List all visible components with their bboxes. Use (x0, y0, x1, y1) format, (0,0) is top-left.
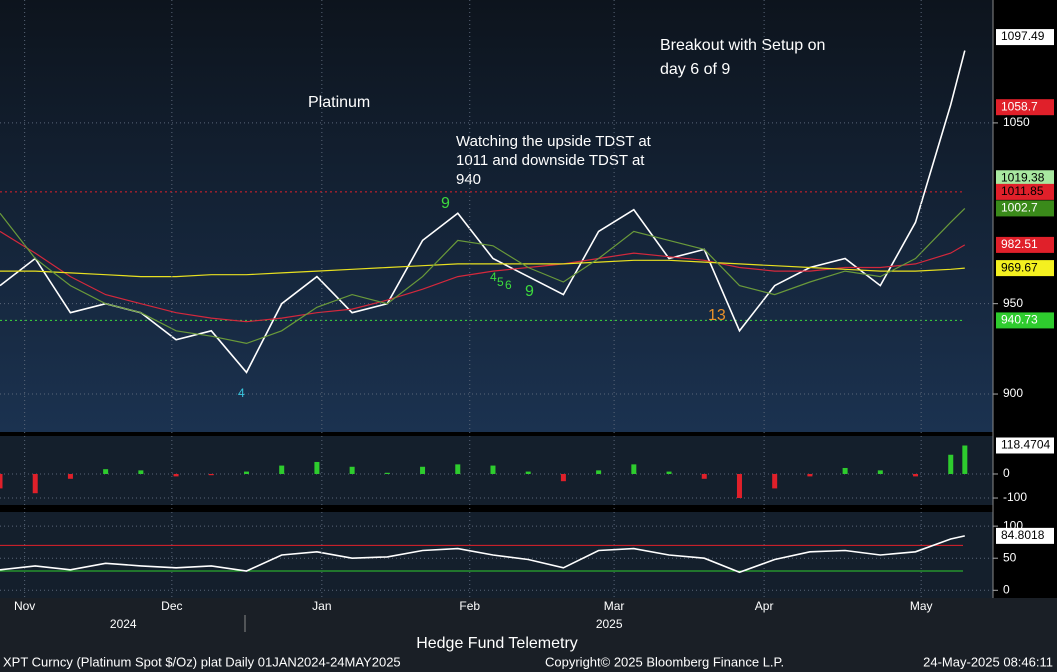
footer-copyright: Copyright© 2025 Bloomberg Finance L.P. (545, 654, 784, 669)
annotation: 940 (456, 171, 481, 188)
histogram-bar (948, 454, 954, 474)
histogram-bar (877, 470, 883, 474)
annotation: Watching the upside TDST at (456, 133, 652, 150)
price-label-box (996, 236, 1054, 253)
year-label: 2025 (596, 617, 623, 631)
y-tick-label: 50 (1003, 550, 1017, 564)
price-label: 940.73 (1001, 313, 1038, 327)
histogram-bar (208, 473, 214, 476)
histogram-bar (490, 465, 496, 474)
price-label: 1002.7 (1001, 201, 1038, 215)
price-label: 1058.7 (1001, 99, 1038, 113)
histogram-bar (596, 470, 602, 474)
series-line (0, 230, 966, 323)
histogram-bar (243, 471, 249, 474)
histogram-bar (314, 461, 320, 474)
x-tick-label: Mar (604, 599, 625, 613)
series-line (0, 535, 965, 574)
price-label-box (996, 29, 1054, 46)
td-count: 4 (238, 386, 245, 400)
main-panel (0, 0, 993, 432)
x-tick-label: May (910, 599, 933, 613)
price-label: 1011.85 (1001, 184, 1044, 198)
annotation: Breakout with Setup on (660, 37, 825, 54)
histogram-bar (173, 473, 179, 477)
current-label-box (996, 527, 1054, 544)
price-label: 1097.49 (1001, 29, 1045, 43)
price-label-box (996, 183, 1054, 200)
histogram-bar (666, 471, 672, 474)
td-count: 4 (490, 270, 497, 284)
histogram-bar (736, 473, 742, 499)
price-label-box (996, 99, 1054, 116)
footer-timestamp: 24-May-2025 08:46:11 (923, 654, 1053, 669)
footer-center: Hedge Fund Telemetry (416, 635, 578, 652)
histogram-bar (560, 473, 566, 482)
histogram-bar (962, 445, 968, 474)
histogram-bar (807, 473, 813, 477)
td-count: 9 (441, 195, 450, 212)
histogram-bar (631, 464, 637, 474)
histogram-bar (0, 473, 3, 489)
price-label-box (996, 312, 1054, 329)
y-tick-label: 1050 (1003, 115, 1030, 129)
price-label: 982.51 (1001, 237, 1038, 251)
year-label: 2024 (110, 617, 137, 631)
current-label: 118.4704 (1001, 438, 1050, 452)
histogram-bar (525, 471, 531, 474)
histogram-bar (913, 473, 919, 477)
histogram-bar (772, 473, 778, 489)
footer-source: XPT Curncy (Platinum Spot $/Oz) plat Dai… (3, 654, 401, 669)
histogram-bar (67, 473, 73, 479)
histogram-bar (32, 473, 38, 494)
x-tick-label: Jan (312, 599, 331, 613)
x-tick-label: Feb (459, 599, 480, 613)
td-count: 6 (505, 278, 512, 292)
price-label-box (996, 200, 1054, 217)
histogram-bar (842, 467, 848, 474)
x-tick-label: Nov (14, 599, 35, 613)
y-tick-label: 0 (1003, 466, 1010, 480)
histogram-bar (701, 473, 707, 479)
axis-area (0, 598, 1057, 672)
histogram-bar (455, 464, 461, 474)
td-count: 5 (497, 275, 504, 289)
price-label-box (996, 260, 1054, 277)
td-count: 13 (708, 307, 726, 324)
td-count: 9 (525, 283, 534, 300)
histogram-bar (103, 469, 109, 474)
chart-title: Platinum (308, 94, 370, 111)
current-label-box (996, 437, 1054, 454)
series-line (0, 50, 966, 374)
histogram-bar (384, 472, 390, 474)
y-tick-label: 950 (1003, 296, 1023, 310)
x-tick-label: Dec (161, 599, 182, 613)
series-line (0, 207, 966, 345)
histogram-bar (349, 466, 355, 474)
price-label: 969.67 (1001, 260, 1038, 274)
current-label: 84.8018 (1001, 528, 1045, 542)
series-line (0, 259, 965, 278)
histogram-bar (420, 466, 426, 474)
histogram-bar (138, 470, 144, 474)
price-label: 1019.38 (1001, 170, 1045, 184)
y-tick-label: -100 (1003, 490, 1027, 504)
annotation: 1011 and downside TDST at (456, 152, 645, 169)
macd-panel (0, 436, 993, 505)
y-tick-label: 0 (1003, 582, 1010, 596)
x-tick-label: Apr (755, 599, 774, 613)
annotation: day 6 of 9 (660, 61, 730, 78)
histogram-bar (279, 465, 285, 474)
y-tick-label: 900 (1003, 386, 1023, 400)
price-label-box (996, 170, 1054, 187)
